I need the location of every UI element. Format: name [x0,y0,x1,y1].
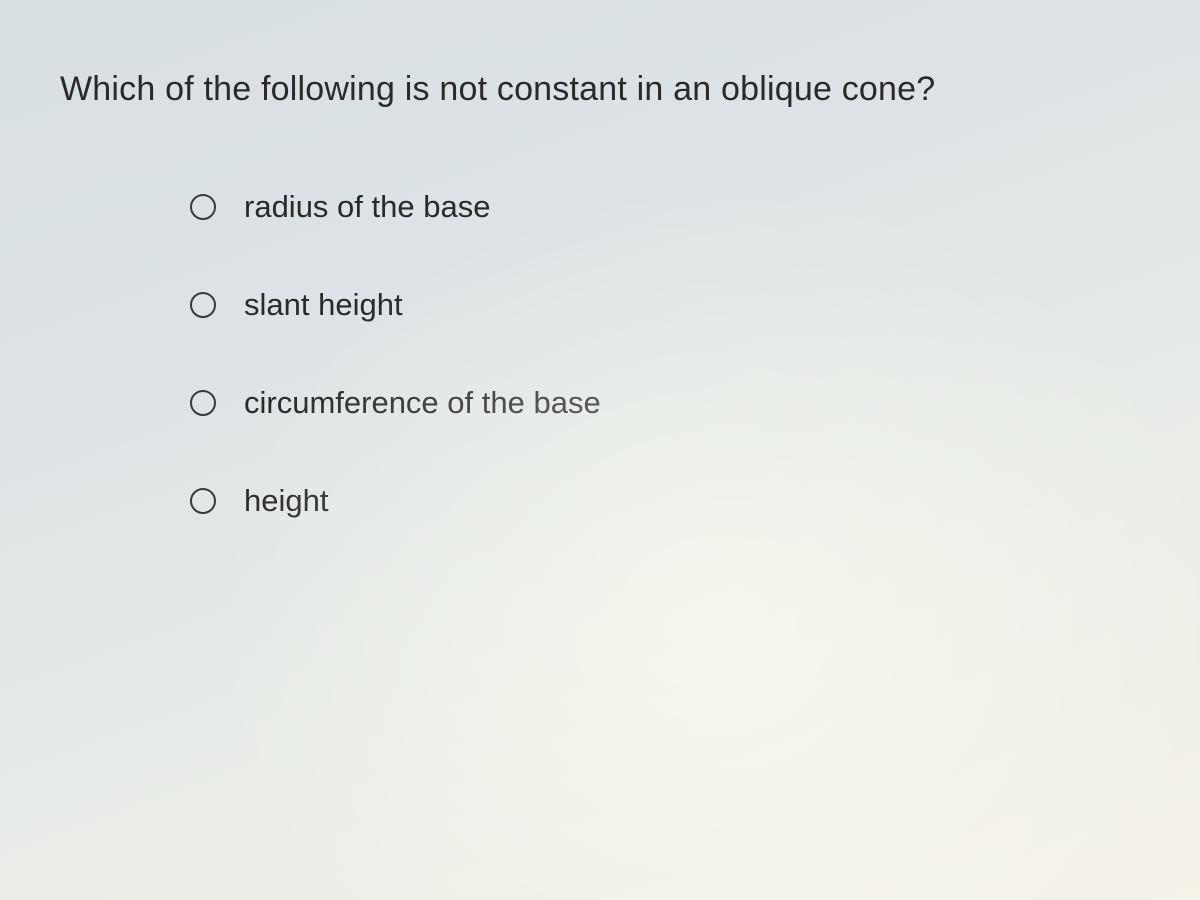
options-container: radius of the base slant height circumfe… [60,189,1140,519]
radio-icon [190,390,216,416]
option-label: slant height [244,287,403,323]
question-text: Which of the following is not constant i… [60,70,1140,109]
option-slant-height[interactable]: slant height [190,287,1140,323]
option-circumference-of-base[interactable]: circumference of the base [190,385,1140,421]
option-label: circumference of the base [244,385,601,421]
option-radius-of-base[interactable]: radius of the base [190,189,1140,225]
radio-icon [190,488,216,514]
option-height[interactable]: height [190,483,1140,519]
radio-icon [190,292,216,318]
option-label: height [244,483,328,519]
option-label: radius of the base [244,189,490,225]
radio-icon [190,194,216,220]
